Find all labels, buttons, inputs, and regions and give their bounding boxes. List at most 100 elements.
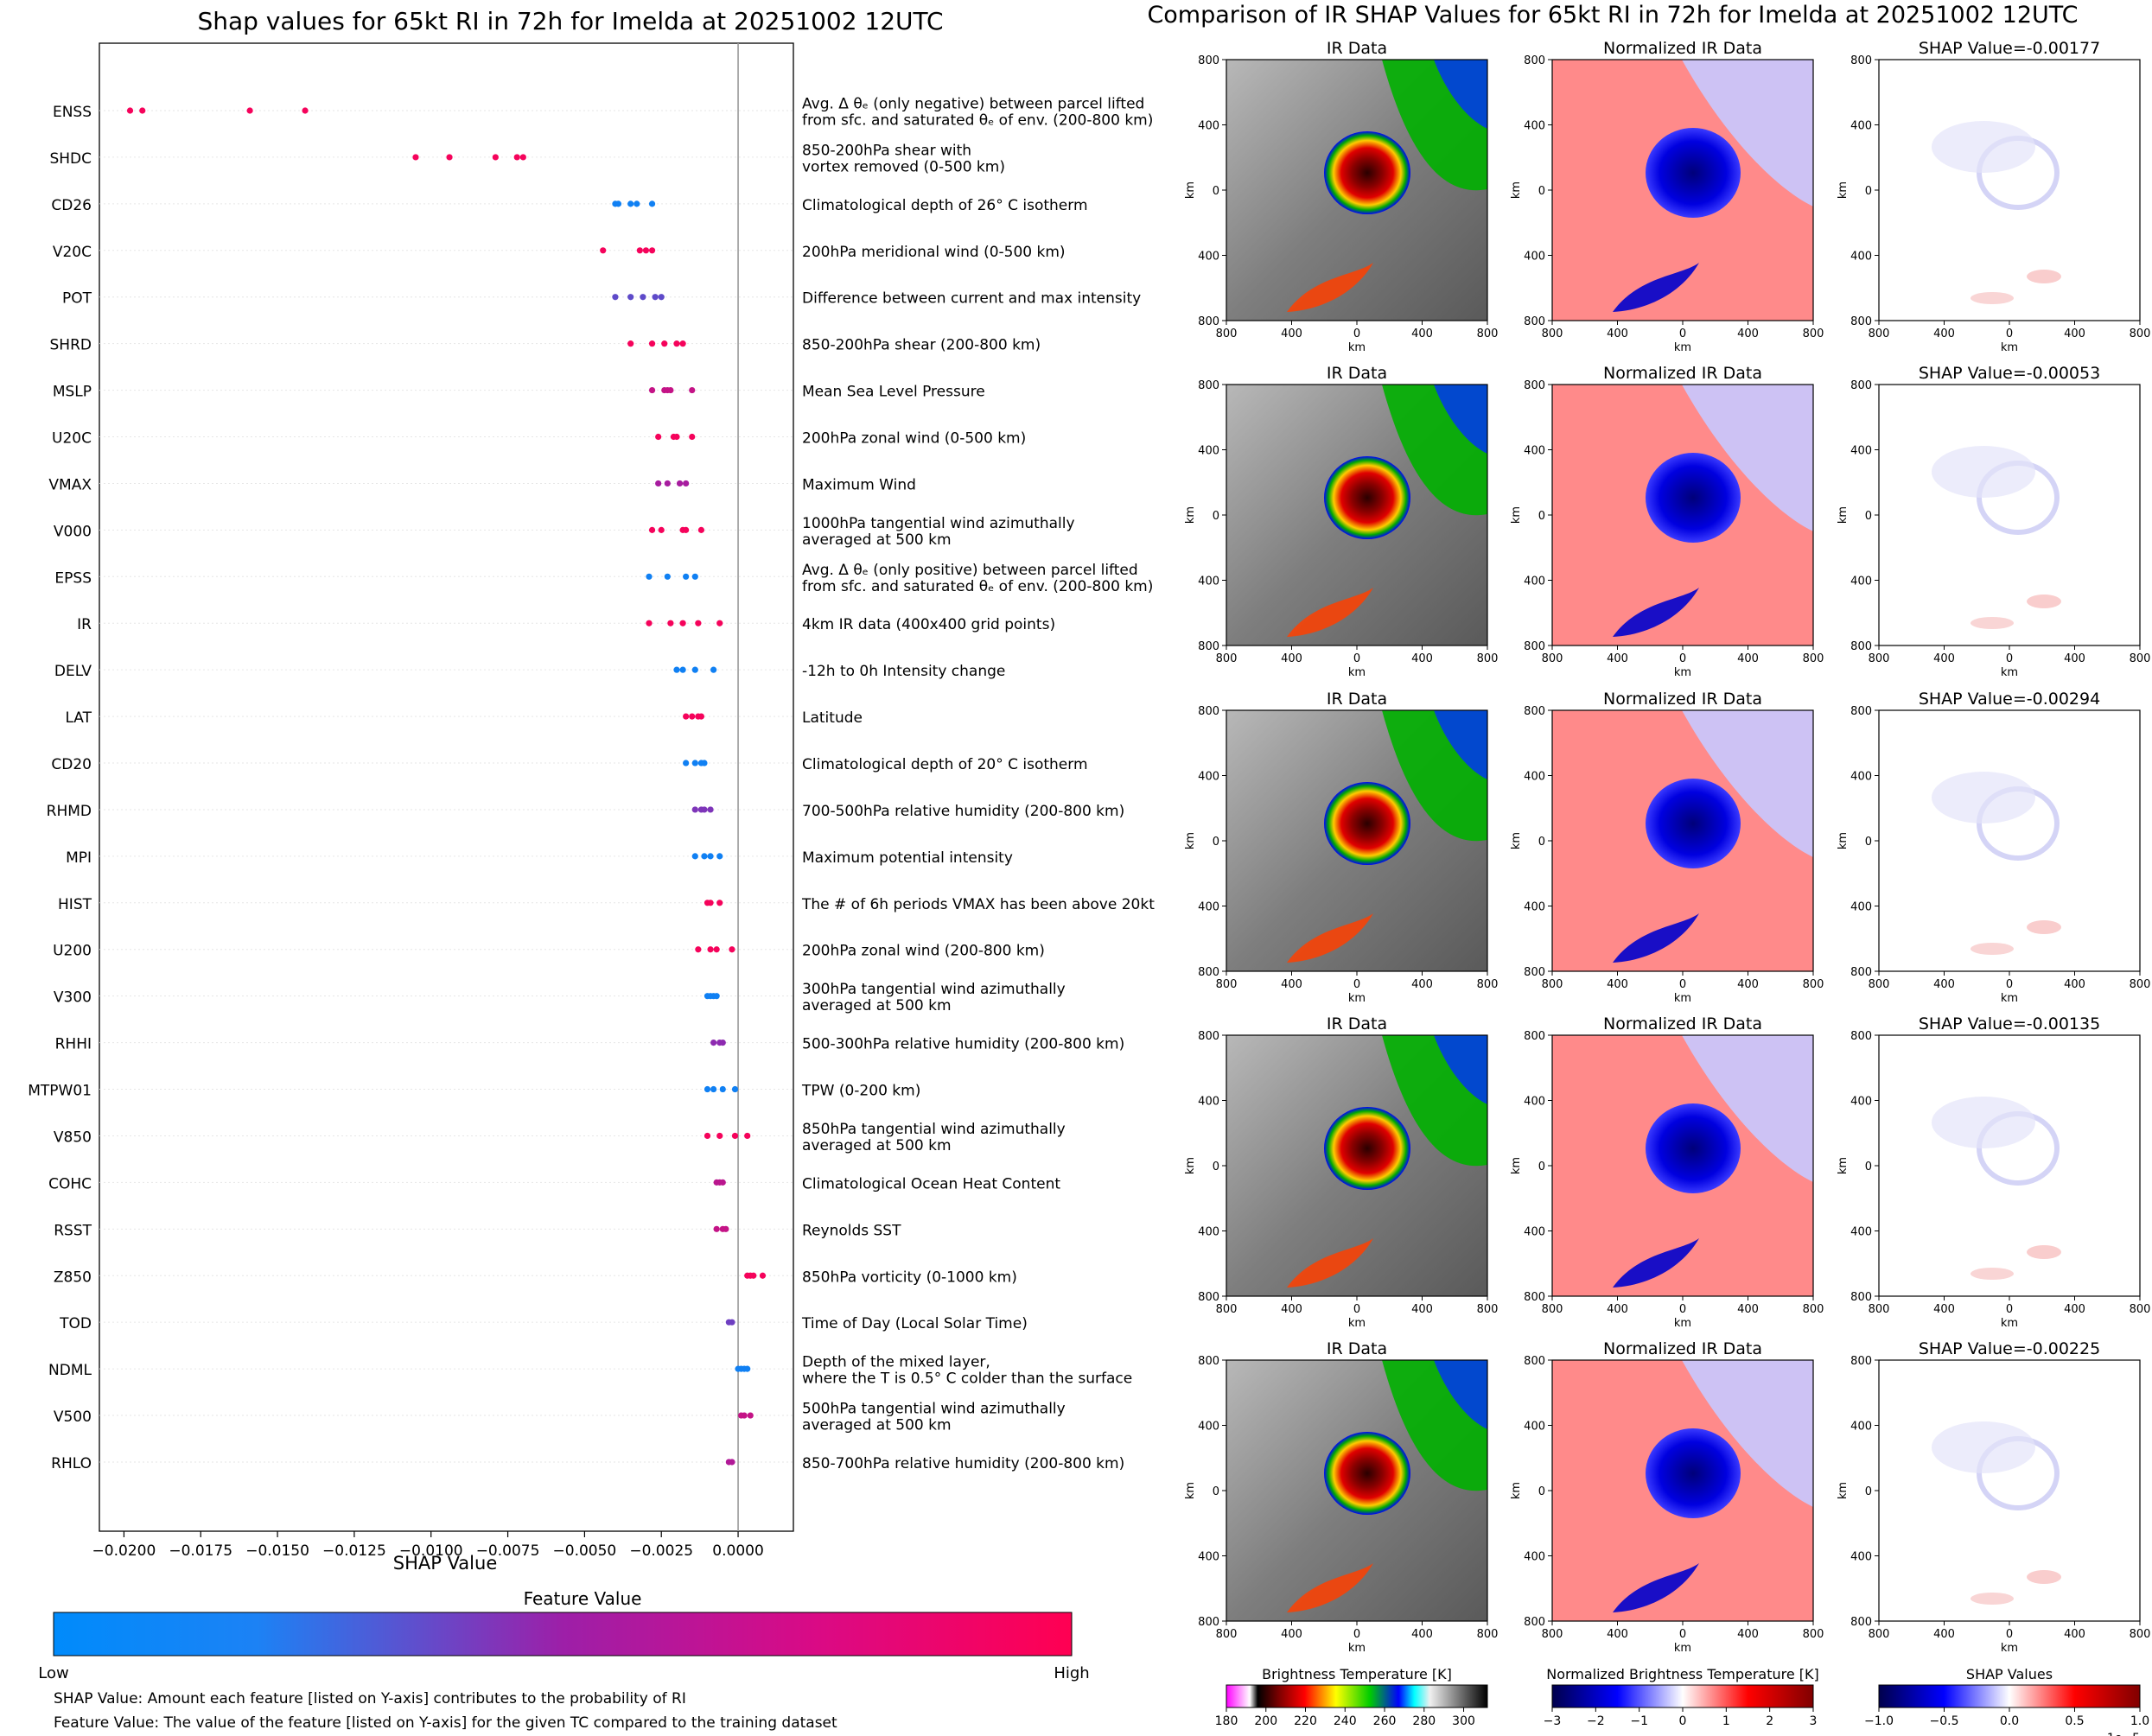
shap-point: [679, 666, 686, 673]
panel-x-label: km: [1348, 992, 1366, 1005]
feature-name: Z850: [54, 1269, 92, 1286]
shap-point: [719, 1040, 726, 1046]
panel-y-tick-label: 400: [1198, 445, 1219, 458]
panel-x-tick-label: 800: [2130, 327, 2151, 340]
panel-y-tick-label: 400: [1198, 1096, 1219, 1109]
panel-x-tick-label: 0: [2006, 327, 2013, 340]
panel-x-tick-label: 400: [1281, 652, 1302, 665]
panel-x-tick-label: 400: [2064, 327, 2085, 340]
panel-y-tick-label: 0: [1538, 185, 1545, 198]
norm-storm-core: [1646, 128, 1741, 218]
panel-y-label: km: [1837, 832, 1850, 849]
feature-description: 200hPa zonal wind (200-800 km): [802, 943, 1045, 960]
panel-y-tick-label: 800: [1198, 966, 1219, 979]
panel-y-tick-label: 0: [1213, 836, 1219, 849]
shap-point: [713, 946, 720, 953]
panel-y-tick-label: 400: [1524, 251, 1545, 264]
norm-cloud-band: [1682, 1360, 1813, 1507]
panel-x-tick-label: 800: [1869, 652, 1890, 665]
shap-point: [646, 573, 653, 580]
panel-title: Normalized IR Data: [1603, 39, 1762, 58]
panel-x-tick-label: 800: [2130, 1628, 2151, 1641]
panel-y-tick-label: 800: [1850, 315, 1872, 328]
shap-point: [683, 573, 690, 580]
panel-y-tick-label: 800: [1850, 54, 1872, 67]
shap-point: [707, 806, 714, 813]
feature-name: COHC: [48, 1175, 92, 1192]
shap-point: [673, 433, 680, 441]
feature-description: vortex removed (0-500 km): [802, 158, 1005, 175]
panel-x-tick-label: 400: [1933, 978, 1955, 991]
shap-point: [691, 853, 698, 860]
feature-name: U200: [53, 943, 92, 960]
shap-point: [704, 1085, 711, 1093]
shap-point: [744, 1132, 751, 1140]
ir-panel-norm: Normalized IR Data 800 400 0 400 800 km 800 400 0…: [1510, 1014, 1824, 1330]
norm-storm-core: [1646, 1428, 1741, 1518]
feature-description: from sfc. and saturated θₑ of env. (200-…: [802, 112, 1153, 130]
panel-y-tick-label: 800: [1198, 1030, 1219, 1043]
x-tick-label: −0.0025: [629, 1542, 693, 1560]
shap-point: [695, 946, 702, 953]
shap-negative-region: [1932, 1097, 2035, 1148]
colorbar-tick-label: 1: [1722, 1714, 1730, 1728]
panel-y-tick-label: 400: [1524, 1421, 1545, 1434]
shap-point: [713, 993, 720, 1000]
feature-name: RSST: [54, 1222, 92, 1239]
panel-title: SHAP Value=-0.00135: [1919, 1014, 2100, 1033]
norm-cloud-band: [1682, 1035, 1813, 1182]
ir-cloud-top: [1434, 60, 1487, 129]
feature-name: IR: [77, 616, 92, 633]
ir-panel-ir: IR Data 800 400 0 400 800 km 800 400 0 400 800 km: [1184, 39, 1498, 354]
panel-x-tick-label: 800: [1869, 327, 1890, 340]
shap-negative-region: [1932, 446, 2035, 498]
panel-x-tick-label: 800: [1542, 652, 1563, 665]
feature-description: averaged at 500 km: [802, 1417, 952, 1434]
panel-y-tick-label: 800: [1198, 379, 1219, 392]
panel-x-label: km: [2001, 1317, 2018, 1330]
feature-description: Avg. Δ θₑ (only negative) between parcel…: [802, 96, 1144, 113]
panel-x-label: km: [2001, 341, 2018, 354]
panel-y-tick-label: 800: [1524, 1030, 1545, 1043]
panel-x-tick-label: 800: [1803, 1303, 1824, 1316]
panel-y-tick-label: 400: [1850, 445, 1872, 458]
panel-y-tick-label: 800: [1850, 640, 1872, 653]
shap-point: [707, 900, 714, 906]
panel-y-tick-label: 400: [1198, 1551, 1219, 1564]
shap-point: [676, 480, 684, 487]
panel-y-tick-label: 400: [1524, 445, 1545, 458]
panel-title: Normalized IR Data: [1603, 690, 1762, 709]
x-tick-label: −0.0175: [169, 1542, 232, 1560]
feature-description: Climatological depth of 20° C isotherm: [802, 756, 1088, 773]
panel-x-tick-label: 400: [1281, 1628, 1302, 1641]
ir-storm-core: [1324, 1432, 1410, 1515]
shap-point: [707, 853, 714, 860]
shap-background: [1879, 1035, 2140, 1296]
panel-y-tick-label: 0: [1213, 1485, 1219, 1498]
panel-y-label: km: [1510, 1482, 1523, 1499]
panel-x-tick-label: 400: [1281, 1303, 1302, 1316]
shap-point: [710, 666, 717, 673]
shap-point: [655, 480, 662, 487]
shap-point: [302, 107, 309, 114]
panel-y-tick-label: 0: [1538, 1161, 1545, 1173]
panel-y-tick-label: 400: [1850, 901, 1872, 914]
panel-x-label: km: [1348, 666, 1366, 679]
feature-value-note: Feature Value: The value of the feature …: [54, 1714, 837, 1732]
panel-x-tick-label: 800: [1803, 327, 1824, 340]
ir-panel-norm: Normalized IR Data 800 400 0 400 800 km 800 400 0…: [1510, 39, 1824, 354]
ir-secondary-cloud: [1287, 1238, 1373, 1288]
shap-point: [759, 1272, 767, 1279]
panel-x-tick-label: 0: [1679, 652, 1686, 665]
shap-positive-region: [2027, 1570, 2061, 1584]
panel-title: IR Data: [1327, 39, 1387, 58]
panel-y-tick-label: 800: [1524, 1355, 1545, 1368]
feature-name: RHHI: [55, 1036, 92, 1053]
shap-point: [747, 1412, 754, 1419]
feature-description: from sfc. and saturated θₑ of env. (200-…: [802, 578, 1153, 595]
shap-point: [731, 1132, 739, 1140]
panel-x-tick-label: 800: [1542, 1628, 1563, 1641]
shap-point: [710, 1040, 717, 1046]
panel-y-tick-label: 0: [1213, 1161, 1219, 1173]
feature-name: CD26: [51, 197, 92, 214]
